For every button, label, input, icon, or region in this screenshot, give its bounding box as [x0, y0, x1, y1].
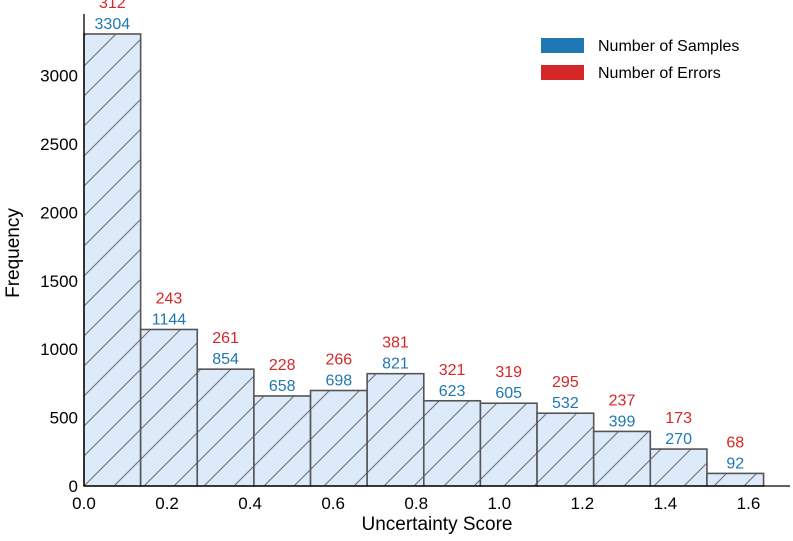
x-tick-label: 1.6: [737, 494, 761, 513]
error-count-label: 228: [269, 357, 296, 374]
x-axis-title: Uncertainty Score: [361, 514, 512, 535]
y-axis-title: Frequency: [3, 208, 24, 298]
x-tick-label: 0.6: [321, 494, 345, 513]
error-count-label: 319: [495, 364, 522, 381]
bar-hatch: [309, 389, 368, 487]
bar-hatch: [592, 430, 652, 487]
bar-hatch: [479, 402, 538, 487]
legend-item: Number of Samples: [541, 38, 739, 55]
bar-hatch: [422, 399, 482, 487]
bar-hatch: [536, 412, 595, 487]
bar: [366, 372, 425, 487]
legend-swatch: [541, 65, 584, 80]
legend: Number of Samples Number of Errors: [541, 38, 739, 82]
y-tick-label: 1500: [40, 272, 78, 291]
bar: [592, 430, 652, 487]
error-count-label: 312: [99, 0, 126, 12]
legend-item: Number of Errors: [541, 65, 721, 82]
legend-label: Number of Samples: [598, 38, 739, 55]
y-tick-label: 0: [69, 477, 78, 496]
sample-count-label: 3304: [95, 16, 131, 33]
error-count-label: 243: [156, 290, 183, 307]
bar-labels: 3304 312 1144 243 854 261 658 228 698 266 821 381 62…: [95, 0, 745, 472]
sample-count-label: 1144: [152, 311, 187, 328]
bar: [422, 399, 482, 487]
error-count-label: 173: [665, 410, 692, 427]
y-tick-label: 1000: [40, 340, 78, 359]
bar: [536, 412, 595, 487]
bar-hatch: [196, 368, 255, 487]
legend-swatch: [541, 38, 584, 53]
legend-label: Number of Errors: [598, 65, 721, 82]
sample-count-label: 623: [439, 383, 466, 400]
y-tick-label: 2000: [40, 203, 78, 222]
x-tick-label: 1.2: [571, 494, 595, 513]
x-tick-label: 0.8: [404, 494, 428, 513]
bar: [139, 328, 199, 487]
bar: [196, 368, 255, 487]
bar-hatch: [83, 33, 142, 487]
sample-count-label: 270: [665, 431, 692, 448]
bar: [649, 448, 708, 487]
error-count-label: 321: [439, 362, 466, 379]
sample-count-label: 399: [609, 413, 636, 430]
bars: [83, 33, 765, 487]
sample-count-label: 92: [726, 455, 744, 472]
x-tick-label: 0.4: [238, 494, 262, 513]
bar: [479, 402, 538, 487]
y-tick-label: 500: [50, 409, 78, 428]
y-tick-label: 3000: [40, 67, 78, 86]
error-count-label: 261: [212, 330, 239, 347]
sample-count-label: 658: [269, 378, 296, 395]
y-tick-label: 2500: [40, 135, 78, 154]
x-tick-label: 0.0: [72, 494, 96, 513]
error-count-label: 68: [726, 434, 744, 451]
error-count-label: 381: [382, 335, 409, 352]
axes: [83, 14, 790, 487]
bar: [83, 33, 142, 487]
x-tick-label: 0.2: [155, 494, 179, 513]
x-tick-label: 1.4: [654, 494, 678, 513]
bar-hatch: [649, 448, 708, 487]
bar-hatch: [366, 372, 425, 487]
error-count-label: 295: [552, 374, 579, 391]
error-count-label: 237: [609, 392, 636, 409]
bar-hatch: [139, 328, 199, 487]
sample-count-label: 605: [495, 385, 522, 402]
y-tick-labels: 0 500 1000 1500 2000 2500 3000: [40, 67, 78, 496]
x-tick-labels: 0.0 0.2 0.4 0.6 0.8 1.0 1.2 1.4 1.6: [72, 494, 760, 513]
bar-hatch: [253, 395, 312, 487]
sample-count-label: 821: [382, 356, 409, 373]
bar-hatch: [706, 472, 765, 487]
sample-count-label: 854: [212, 351, 239, 368]
sample-count-label: 532: [552, 395, 579, 412]
error-count-label: 266: [325, 352, 352, 369]
bar: [309, 389, 368, 487]
bar: [253, 395, 312, 487]
x-tick-label: 1.0: [487, 494, 511, 513]
bar: [706, 472, 765, 487]
sample-count-label: 698: [325, 373, 352, 390]
